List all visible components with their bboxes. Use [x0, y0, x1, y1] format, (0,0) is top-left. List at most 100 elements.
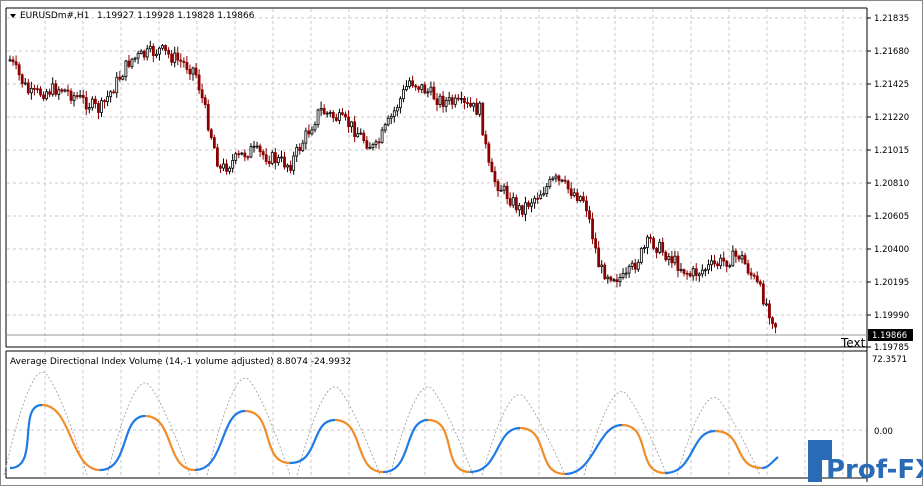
candle-body: [575, 192, 579, 202]
candle-body: [203, 97, 207, 105]
candle-body: [646, 236, 649, 248]
candle-body: [761, 283, 765, 305]
oscillator-up-leg: [664, 429, 716, 475]
candle-body: [438, 95, 442, 105]
candle-body: [749, 272, 753, 276]
candle-body: [563, 179, 567, 182]
candle-body: [502, 185, 506, 191]
candle-body: [478, 102, 482, 115]
candle-body: [78, 94, 82, 98]
candle-body: [194, 67, 198, 76]
candle-body: [33, 87, 36, 90]
candle-body: [69, 90, 73, 101]
candle-body: [176, 52, 180, 61]
current-price-badge: [868, 329, 913, 341]
price-tick: 1.20400: [874, 245, 909, 255]
candle-body: [551, 177, 555, 180]
candle-body: [569, 188, 573, 196]
candle-body: [322, 108, 326, 115]
candle-body: [106, 96, 109, 102]
candle-body: [289, 164, 293, 171]
candle-body: [292, 155, 296, 171]
price-axis: 1.21835 1.21680 1.21425 1.21220 1.21015 1.208…: [867, 14, 909, 353]
candle-body: [295, 147, 299, 157]
candle-body: [517, 205, 521, 211]
candle-body: [716, 263, 719, 267]
indicator-tick-zero: 0.00: [874, 427, 893, 437]
candle-body: [612, 279, 616, 282]
candle-body: [667, 256, 671, 261]
candle-body: [643, 247, 646, 249]
candle-body: [87, 107, 91, 110]
candle-body: [161, 45, 164, 49]
candle-body: [118, 76, 122, 80]
candle-body: [72, 95, 76, 101]
candle-body: [697, 273, 701, 276]
price-tick: 1.21680: [874, 47, 909, 57]
candle-body: [444, 99, 448, 107]
candle-body: [459, 98, 463, 100]
candle-body: [691, 268, 695, 277]
candle-body: [26, 82, 30, 94]
candle-body: [63, 89, 67, 92]
candle-body: [112, 91, 116, 94]
candle-body: [371, 143, 375, 148]
candle-body: [356, 133, 360, 137]
candle-body: [572, 192, 576, 196]
candle-body: [374, 141, 378, 145]
candle-body: [670, 256, 674, 264]
candle-body: [328, 112, 332, 114]
candle-body: [148, 45, 152, 50]
current-price-label: 1.19866: [872, 331, 907, 341]
candle-body: [209, 129, 213, 139]
candle-body: [97, 103, 100, 113]
oscillator-up-leg: [761, 456, 779, 470]
candle-body: [81, 94, 85, 98]
candle-body: [280, 156, 283, 159]
price-tick: 1.20605: [874, 212, 909, 222]
candle-body: [273, 152, 277, 164]
candle-body: [557, 175, 561, 181]
candle-body: [713, 260, 716, 265]
candle-body: [728, 265, 732, 268]
oscillator-down-leg: [144, 414, 196, 472]
candle-body: [405, 86, 408, 91]
candle-body: [307, 130, 311, 135]
candle-body: [100, 100, 103, 113]
candle-body: [511, 197, 515, 206]
candle-body: [493, 171, 497, 183]
candle-body: [734, 250, 738, 257]
candle-body: [243, 152, 247, 158]
candle-body: [661, 242, 665, 253]
candle-body: [234, 153, 238, 161]
candle-body: [136, 53, 140, 59]
candle-body: [398, 98, 402, 109]
price-tick: 1.21220: [874, 113, 909, 123]
indicator-grid: [7, 352, 866, 477]
dropdown-triangle-icon[interactable]: [10, 14, 16, 18]
candle-body: [301, 142, 305, 151]
candle-body: [417, 86, 421, 90]
candle-body: [624, 272, 628, 275]
candle-body: [337, 112, 341, 121]
candle-body: [704, 269, 707, 272]
candle-body: [606, 276, 610, 280]
oscillator-down-leg: [621, 423, 666, 475]
candle-body: [212, 137, 216, 149]
candlestick-series: [8, 40, 777, 334]
candle-body: [368, 147, 372, 149]
oscillator-up-leg: [469, 426, 521, 474]
text-object[interactable]: Text: [840, 336, 866, 350]
candle-body: [752, 274, 756, 277]
candle-body: [395, 107, 399, 112]
candle-body: [283, 156, 286, 168]
candle-body: [472, 102, 476, 107]
candle-body: [90, 98, 94, 108]
svg-text:Prof-FX: Prof-FX: [826, 455, 923, 485]
candle-body: [267, 161, 271, 164]
candle-body: [521, 205, 524, 215]
candle-body: [127, 60, 131, 67]
candle-body: [466, 102, 469, 104]
candle-body: [325, 112, 329, 115]
